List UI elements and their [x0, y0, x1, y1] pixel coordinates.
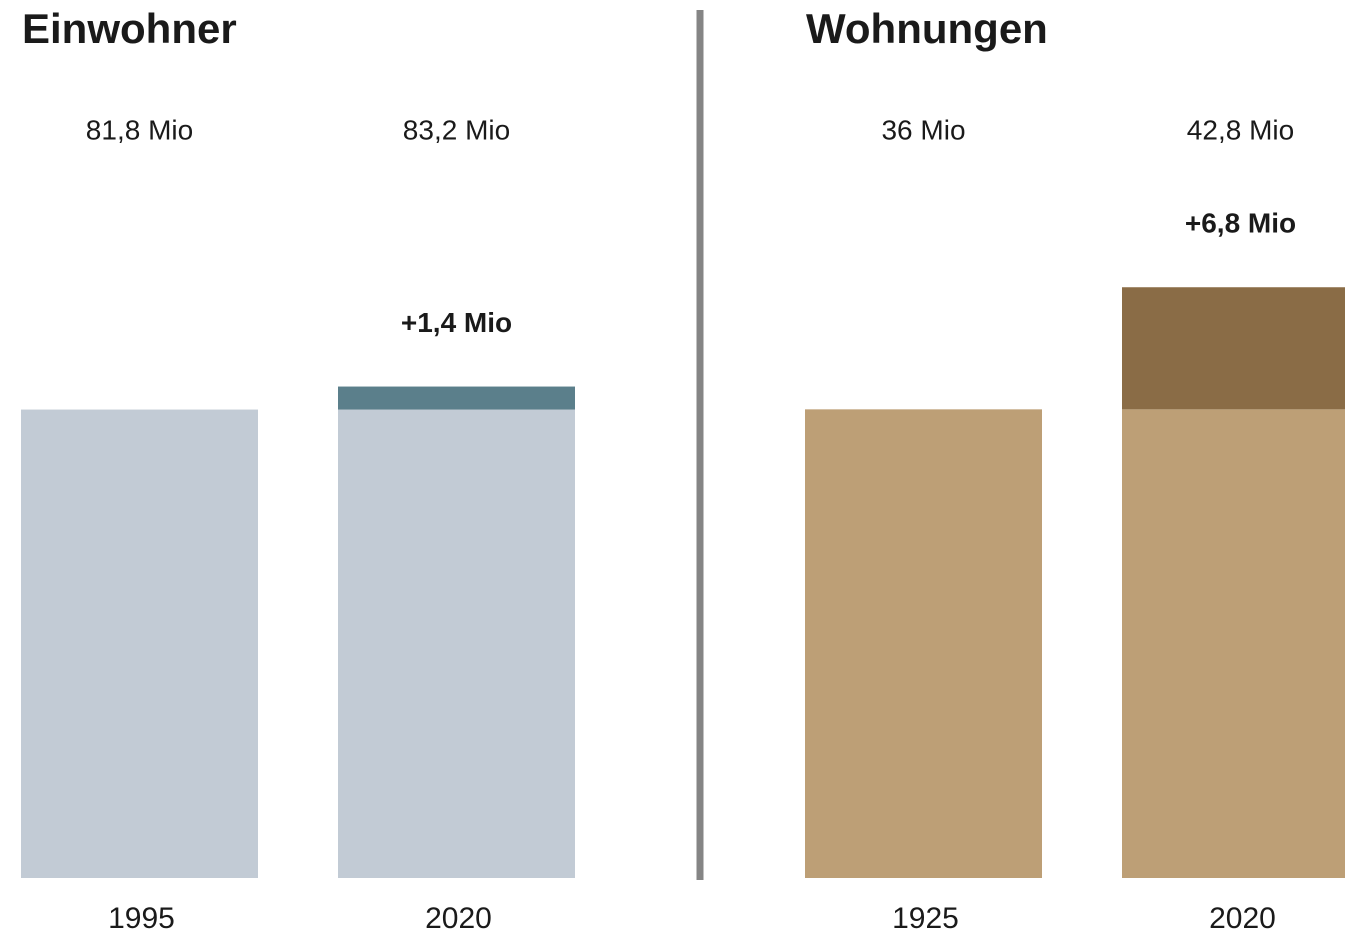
bar — [1122, 409, 1345, 878]
value-label: 83,2 Mio — [403, 114, 510, 145]
x-tick-label: 2020 — [425, 902, 492, 935]
change-bar — [338, 386, 575, 410]
x-tick-label: 1925 — [892, 902, 959, 935]
value-label: 42,8 Mio — [1187, 114, 1294, 145]
chart-title: Einwohner — [22, 5, 237, 52]
change-label: +1,4 Mio — [401, 307, 512, 338]
change-label: +6,8 Mio — [1185, 208, 1296, 239]
change-bar — [1122, 287, 1345, 410]
x-tick-label: 2020 — [1209, 902, 1276, 935]
bar — [21, 409, 258, 878]
x-tick-label: 1995 — [108, 902, 175, 935]
chart-title: Wohnungen — [806, 5, 1048, 52]
bar — [338, 409, 575, 878]
value-label: 36 Mio — [881, 114, 965, 145]
bar — [805, 409, 1042, 878]
value-label: 81,8 Mio — [86, 114, 193, 145]
